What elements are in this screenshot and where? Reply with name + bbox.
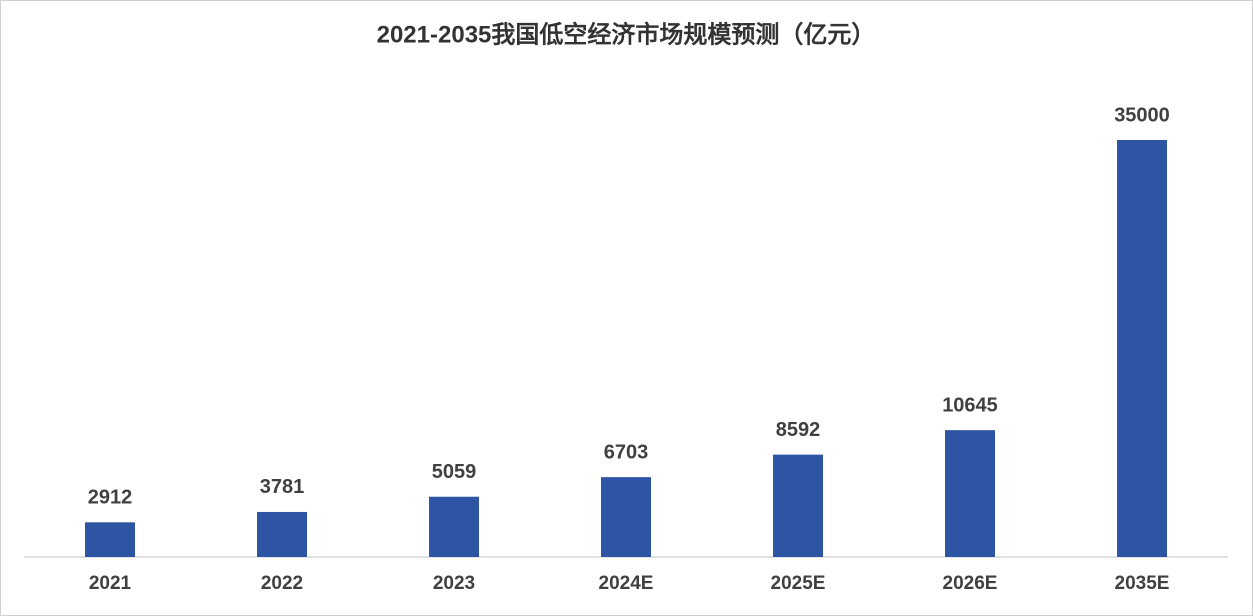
value-label: 8592 xyxy=(776,419,821,441)
x-tick-label: 2026E xyxy=(943,573,998,594)
x-tick-label: 2035E xyxy=(1115,573,1170,594)
value-label: 5059 xyxy=(432,461,477,483)
bar xyxy=(773,454,823,557)
value-label: 2912 xyxy=(88,487,133,509)
bar xyxy=(85,522,135,557)
bar xyxy=(601,477,651,557)
chart-title: 2021-2035我国低空经济市场规模预测（亿元） xyxy=(377,20,876,48)
x-tick-label: 2021 xyxy=(89,573,132,594)
value-label: 6703 xyxy=(604,441,649,463)
value-label: 10645 xyxy=(942,394,998,416)
bar xyxy=(429,496,479,557)
value-label: 35000 xyxy=(1114,104,1170,126)
bar xyxy=(1117,140,1167,557)
x-tick-label: 2025E xyxy=(771,573,826,594)
bar xyxy=(945,430,995,557)
bar xyxy=(257,511,307,557)
value-label: 3781 xyxy=(260,476,305,498)
x-tick-label: 2023 xyxy=(433,573,475,594)
x-tick-label: 2022 xyxy=(261,573,303,594)
x-tick-label: 2024E xyxy=(599,573,654,594)
